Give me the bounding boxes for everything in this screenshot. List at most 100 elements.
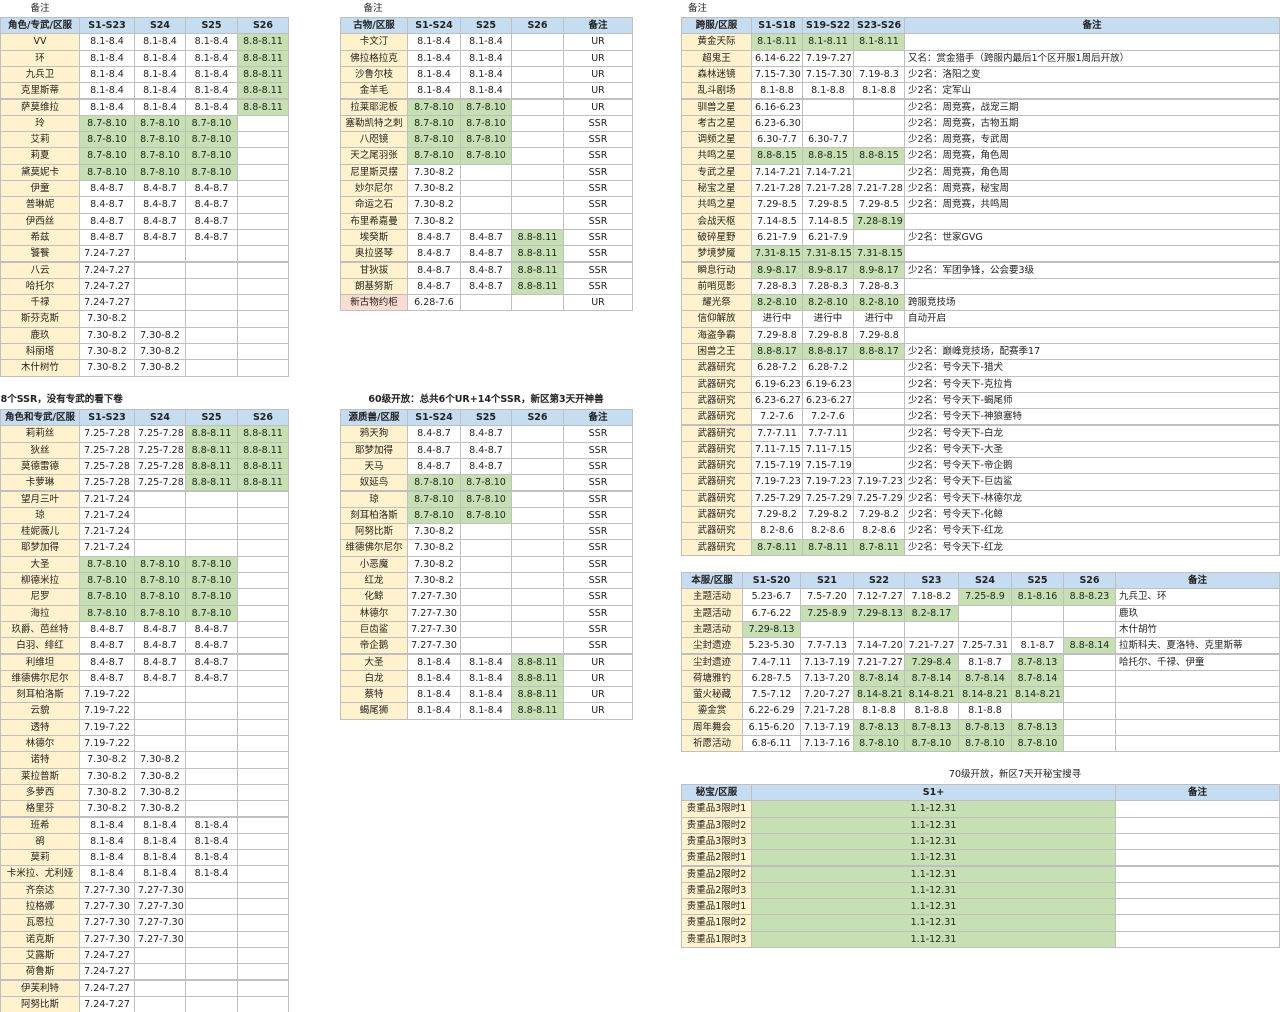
row-label: 武器研究 [681,457,752,475]
cell [511,490,564,508]
cell [237,653,289,671]
cell: 1.1-12.31 [751,930,1116,948]
table-note: 70级开放，新区7天开秘宝搜寻 [948,769,1082,780]
cell [511,180,564,198]
cell: 7.29-8.13 [853,604,905,622]
cell: 8.7-8.10 [185,163,238,181]
cell: 8.4-8.7 [79,196,135,214]
cell [134,539,186,557]
cell: 8.4-8.7 [134,212,186,230]
row-label: 贵重品3限时3 [681,832,752,851]
cell: 8.9-8.17 [802,261,854,279]
row-label: 维德佛尔尼尔 [340,539,408,557]
row-label: 蝎尾狮 [340,702,408,720]
cell: 8.14-8.21 [904,686,959,704]
cell: 8.8-8.11 [237,82,289,100]
cell: 7.21-7.24 [79,539,135,557]
row-label: 阿努比斯 [0,995,80,1012]
cell: 8.8-8.11 [237,441,289,459]
cell: 8.1-8.4 [185,865,238,883]
cell: SSR [563,539,633,557]
row-label: 琼 [0,506,80,525]
cell: 8.1-8.4 [185,33,238,51]
cell: 少2名：定军山 [904,82,1280,100]
cell: 8.8-8.11 [237,457,289,476]
cell: 7.27-7.30 [134,930,186,948]
cell: 7.29-8.8 [751,326,803,344]
cell: SSR [563,245,633,263]
cell [511,620,564,639]
cell: 少2名：号令天下-巨齿鲨 [904,473,1280,491]
cell: 8.7-8.11 [802,538,854,556]
cell [237,147,289,165]
cell [237,523,289,541]
cell [1063,620,1116,639]
cell [185,718,238,736]
cell [237,767,289,785]
cell: 8.1-8.4 [134,816,186,834]
cell: 7.21-7.28 [751,180,803,198]
cell: 7.19-7.22 [79,686,135,704]
cell: 少2名：号令天下-红龙 [904,538,1280,556]
row-label: 红龙 [340,572,408,590]
row-label: 武器研究 [681,375,752,393]
cell [853,457,905,475]
row-label: 破碎星野 [681,228,752,247]
cell: 7.29-8.5 [853,196,905,214]
cell [237,930,289,948]
cell [904,212,1280,230]
cell: 7.24-7.27 [79,277,135,296]
cell: 1.1-12.31 [751,816,1116,834]
cell: SSR [563,425,633,443]
cell: 7.24-7.27 [79,946,135,965]
cell [800,620,854,639]
row-label: 朗基努斯 [340,277,408,296]
cell: 7.7-7.13 [800,637,854,655]
header-cell: 备注 [563,409,633,427]
cell: 8.7-8.11 [751,538,803,556]
cell: 8.7-8.10 [134,147,186,165]
row-label: 萨莫维拉 [0,98,80,116]
cell [237,637,289,655]
cell: 少2名：号令天下-白龙 [904,424,1280,442]
header-cell: S24 [134,409,186,427]
cell: 8.4-8.7 [407,457,461,476]
cell: 8.1-8.4 [460,33,512,51]
row-label: 卡文汀 [340,33,408,51]
cell: 7.30-8.2 [79,751,135,769]
cell: 8.7-8.10 [79,604,135,622]
cell [802,98,854,116]
row-label: 望月三叶 [0,490,80,508]
cell: 7.30-8.2 [134,767,186,785]
cell: 7.21-7.24 [79,490,135,508]
cell: 7.19-7.22 [79,735,135,753]
cell [237,163,289,181]
cell: 7.25-7.28 [134,441,186,459]
cell [511,147,564,165]
cell [460,523,512,541]
cell [1063,653,1116,671]
cell: 8.1-8.4 [407,669,461,688]
row-label: 巨齿鲨 [340,620,408,639]
cell: 8.1-8.4 [134,865,186,883]
cell: 7.27-7.30 [79,914,135,932]
cell [460,539,512,557]
cell [185,343,238,361]
cell [185,783,238,802]
cell [185,326,238,344]
cell [134,702,186,720]
cell: 7.24-7.27 [79,963,135,981]
row-label: 鎏金赏 [681,702,743,720]
cell [1011,702,1064,720]
cell: 7.15-7.30 [802,65,854,84]
cell: 8.8-8.11 [511,277,564,296]
cell: 进行中 [802,310,854,328]
cell: 5.23-5.30 [742,637,801,655]
cell: 8.14-8.21 [853,686,905,704]
row-label: 考古之星 [681,114,752,133]
row-label: 困兽之王 [681,343,752,361]
cell [511,555,564,573]
cell: SSR [563,604,633,622]
table-note: 备注 [363,3,383,14]
cell: 7.27-7.30 [407,637,461,655]
